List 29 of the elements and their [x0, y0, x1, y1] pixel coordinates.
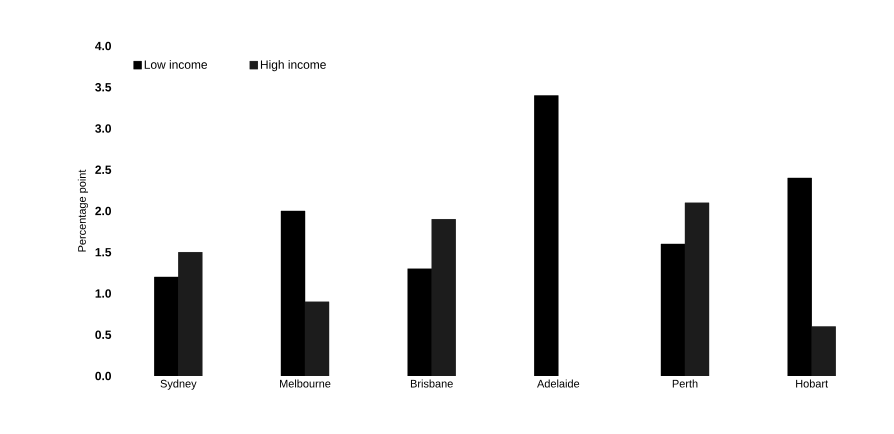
bar: [407, 268, 432, 376]
x-tick-label: Adelaide: [537, 380, 580, 388]
bar: [178, 252, 203, 376]
y-tick-label: 3.5: [95, 83, 112, 92]
x-tick-label: Brisbane: [410, 380, 453, 388]
y-tick-label: 1.0: [96, 289, 111, 298]
y-tick-label: 0.5: [95, 330, 112, 339]
x-tick-label: Perth: [672, 380, 698, 388]
y-axis-title: Percentage point: [78, 170, 88, 252]
bar: [660, 244, 686, 376]
bar: [534, 95, 559, 376]
x-tick-label: Melbourne: [280, 380, 330, 388]
x-tick-label: Sydney: [160, 380, 197, 390]
bar: [154, 276, 179, 376]
bar: [431, 219, 456, 376]
bar: [684, 202, 710, 376]
bar: [811, 326, 836, 376]
bar: [787, 178, 812, 376]
y-tick-label: 0.0: [95, 372, 111, 380]
y-tick-label: 2.5: [95, 166, 112, 174]
y-tick-label: 3.0: [95, 124, 111, 133]
x-tick-label: Hobart: [796, 380, 828, 388]
y-tick-label: 2.0: [95, 206, 111, 216]
legend-label: High income: [260, 60, 326, 72]
y-tick-label: 4.0: [95, 42, 111, 50]
legend-label: Low income: [144, 60, 208, 69]
bar: [304, 302, 330, 376]
y-tick-label: 1.5: [96, 248, 112, 256]
bar: [280, 210, 306, 376]
